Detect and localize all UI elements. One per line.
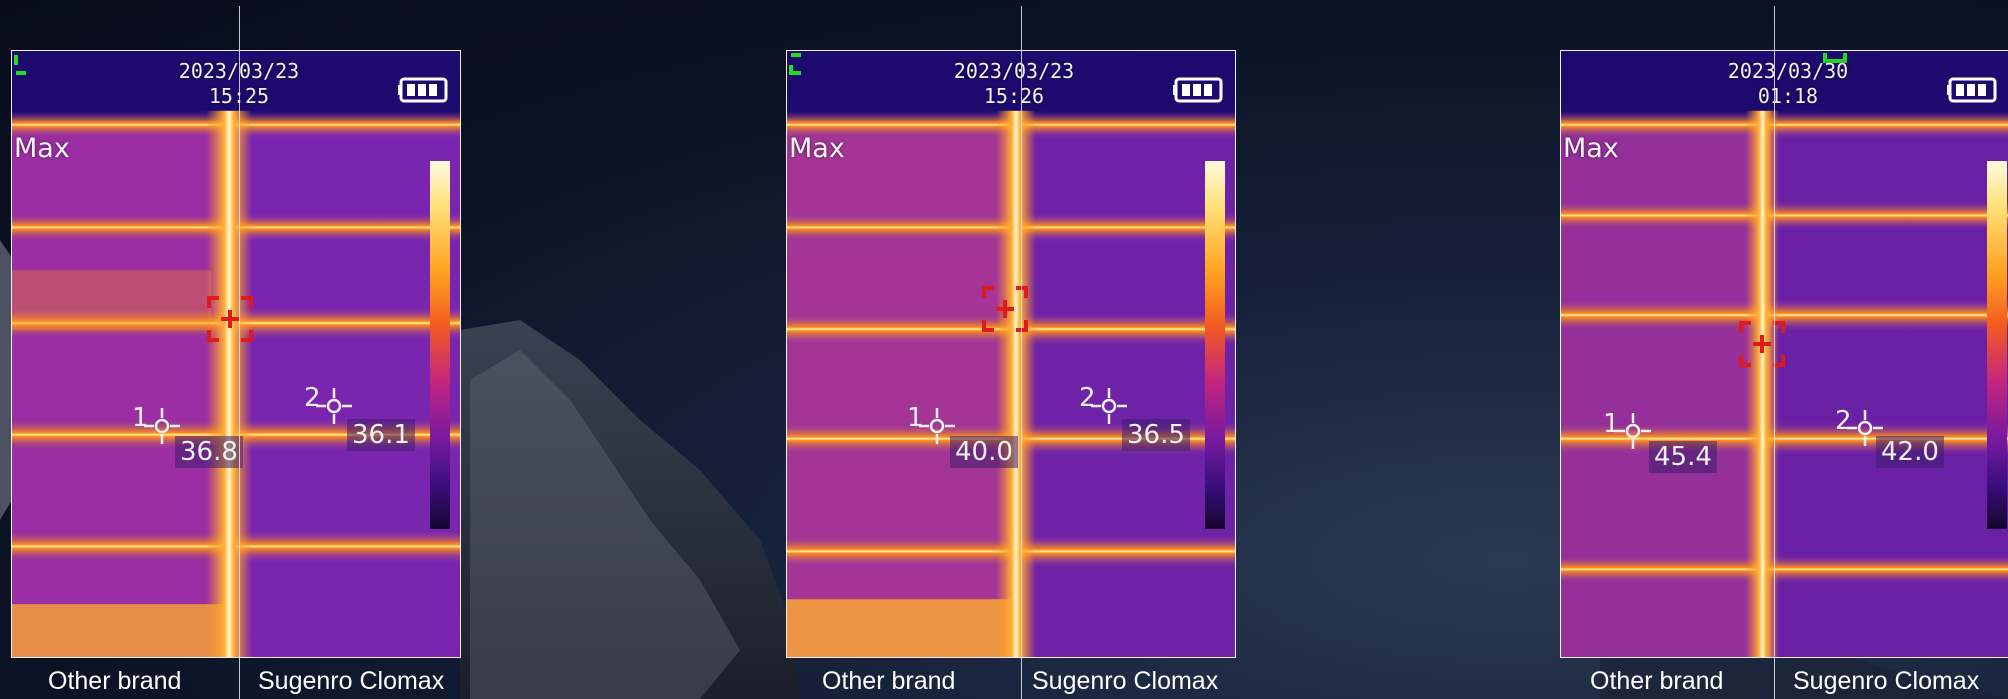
time-readout: 01:18 (1757, 84, 1819, 108)
battery-icon (1173, 77, 1223, 103)
max-target-icon (982, 286, 1028, 332)
spot-1-marker-icon (919, 408, 955, 444)
spot-2-temperature: 36.5 (1122, 419, 1190, 451)
date-readout: 2023/03/23 (953, 59, 1075, 83)
battery-icon (1947, 77, 1997, 103)
thermal-panel-3: 2023/03/30 01:18 Max 1 45.4 2 42.0 (1560, 50, 2008, 658)
thermal-panel-2: 2023/03/23 15:26 Max 1 40.0 2 36.5 (786, 50, 1236, 658)
color-scale-bar (430, 161, 450, 529)
spot-1-temperature: 36.8 (175, 436, 243, 468)
thermal-image (787, 51, 1235, 657)
spot-2-marker-icon (1091, 388, 1127, 424)
caption-sugenro-clomax: Sugenro Clomax (258, 667, 445, 695)
color-scale-bar (1987, 161, 2007, 529)
thermal-panel-1: 2023/03/23 15:25 Max 1 36.8 2 36.1 (11, 50, 461, 658)
time-readout: 15:26 (983, 84, 1045, 108)
battery-icon (398, 77, 448, 103)
spot-2-marker-icon (316, 388, 352, 424)
corner-bracket-icon (1823, 53, 1847, 63)
color-scale-bar (1205, 161, 1225, 529)
caption-other-brand: Other brand (822, 667, 956, 695)
spot-1-marker-icon (1615, 413, 1651, 449)
date-readout: 2023/03/30 (1727, 59, 1849, 83)
thermal-image (12, 51, 460, 657)
caption-sugenro-clomax: Sugenro Clomax (1793, 667, 1980, 695)
spot-1-marker-icon (144, 408, 180, 444)
thermal-image (1561, 51, 2008, 657)
date-readout: 2023/03/23 (178, 59, 300, 83)
corner-bracket-icon (789, 53, 801, 75)
caption-sugenro-clomax: Sugenro Clomax (1032, 667, 1219, 695)
panel-3-divider (1774, 6, 1775, 699)
max-target-icon (207, 296, 253, 342)
caption-other-brand: Other brand (1590, 667, 1724, 695)
spot-1-temperature: 40.0 (950, 436, 1018, 468)
spot-2-temperature: 36.1 (347, 419, 415, 451)
max-label: Max (1563, 133, 1619, 164)
corner-bracket-icon (14, 55, 26, 75)
spot-2-temperature: 42.0 (1876, 436, 1944, 468)
spot-2-marker-icon (1847, 410, 1883, 446)
panel-2-divider (1021, 6, 1022, 699)
panel-1-divider (239, 6, 240, 699)
spot-1-temperature: 45.4 (1649, 441, 1717, 473)
caption-other-brand: Other brand (48, 667, 182, 695)
max-label: Max (14, 133, 70, 164)
max-label: Max (789, 133, 845, 164)
max-target-icon (1739, 321, 1785, 367)
